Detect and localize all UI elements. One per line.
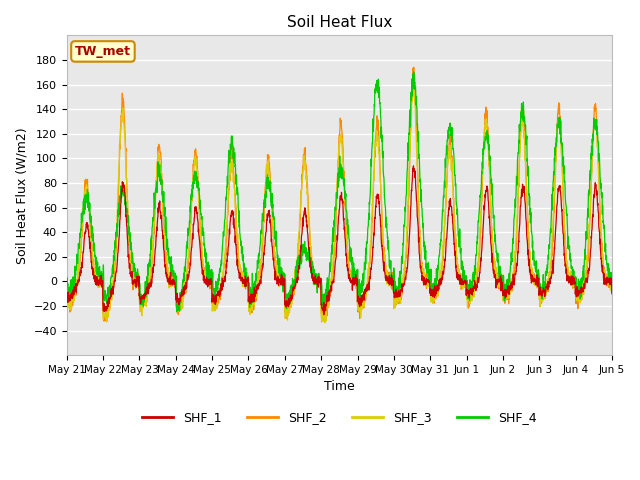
SHF_3 bbox=[215, 292, 223, 298]
SHF_4 bbox=[215, 277, 223, 283]
SHF_4 bbox=[355, 283, 363, 288]
SHF_3 bbox=[575, 283, 583, 289]
Legend: SHF_1, SHF_2, SHF_3, SHF_4: SHF_1, SHF_2, SHF_3, SHF_4 bbox=[137, 406, 541, 429]
SHF_4 bbox=[410, 69, 417, 75]
Line: SHF_3: SHF_3 bbox=[67, 84, 612, 323]
SHF_3 bbox=[321, 320, 329, 326]
SHF_4 bbox=[575, 284, 583, 290]
SHF_4 bbox=[367, 156, 375, 162]
Text: TW_met: TW_met bbox=[75, 45, 131, 58]
SHF_1 bbox=[561, 252, 568, 258]
SHF_2 bbox=[355, 302, 363, 308]
SHF_3 bbox=[63, 300, 70, 306]
Line: SHF_1: SHF_1 bbox=[67, 166, 612, 314]
SHF_2 bbox=[561, 217, 568, 223]
SHF_4 bbox=[63, 283, 70, 288]
SHF_3 bbox=[561, 217, 568, 223]
SHF_1 bbox=[608, 290, 616, 296]
Line: SHF_2: SHF_2 bbox=[67, 67, 612, 322]
SHF_4 bbox=[608, 277, 616, 283]
X-axis label: Time: Time bbox=[324, 381, 355, 394]
SHF_2 bbox=[103, 319, 111, 324]
SHF_1 bbox=[320, 312, 328, 317]
SHF_2 bbox=[499, 282, 506, 288]
Y-axis label: Soil Heat Flux (W/m2): Soil Heat Flux (W/m2) bbox=[15, 127, 28, 264]
SHF_3 bbox=[608, 292, 616, 298]
SHF_2 bbox=[608, 291, 616, 297]
SHF_1 bbox=[499, 279, 506, 285]
SHF_3 bbox=[499, 278, 506, 284]
SHF_4 bbox=[173, 309, 180, 314]
SHF_3 bbox=[367, 234, 375, 240]
SHF_4 bbox=[561, 176, 568, 182]
SHF_1 bbox=[215, 292, 223, 298]
SHF_1 bbox=[355, 295, 363, 301]
SHF_4 bbox=[499, 276, 506, 281]
SHF_2 bbox=[575, 291, 583, 297]
SHF_3 bbox=[355, 308, 363, 314]
SHF_2 bbox=[410, 64, 417, 70]
SHF_1 bbox=[410, 163, 417, 169]
SHF_1 bbox=[575, 289, 583, 295]
SHF_2 bbox=[215, 290, 223, 296]
SHF_2 bbox=[63, 298, 70, 304]
SHF_3 bbox=[410, 81, 417, 86]
SHF_2 bbox=[367, 241, 375, 247]
SHF_1 bbox=[63, 292, 70, 298]
Line: SHF_4: SHF_4 bbox=[67, 72, 612, 312]
SHF_1 bbox=[367, 265, 375, 271]
Title: Soil Heat Flux: Soil Heat Flux bbox=[287, 15, 392, 30]
